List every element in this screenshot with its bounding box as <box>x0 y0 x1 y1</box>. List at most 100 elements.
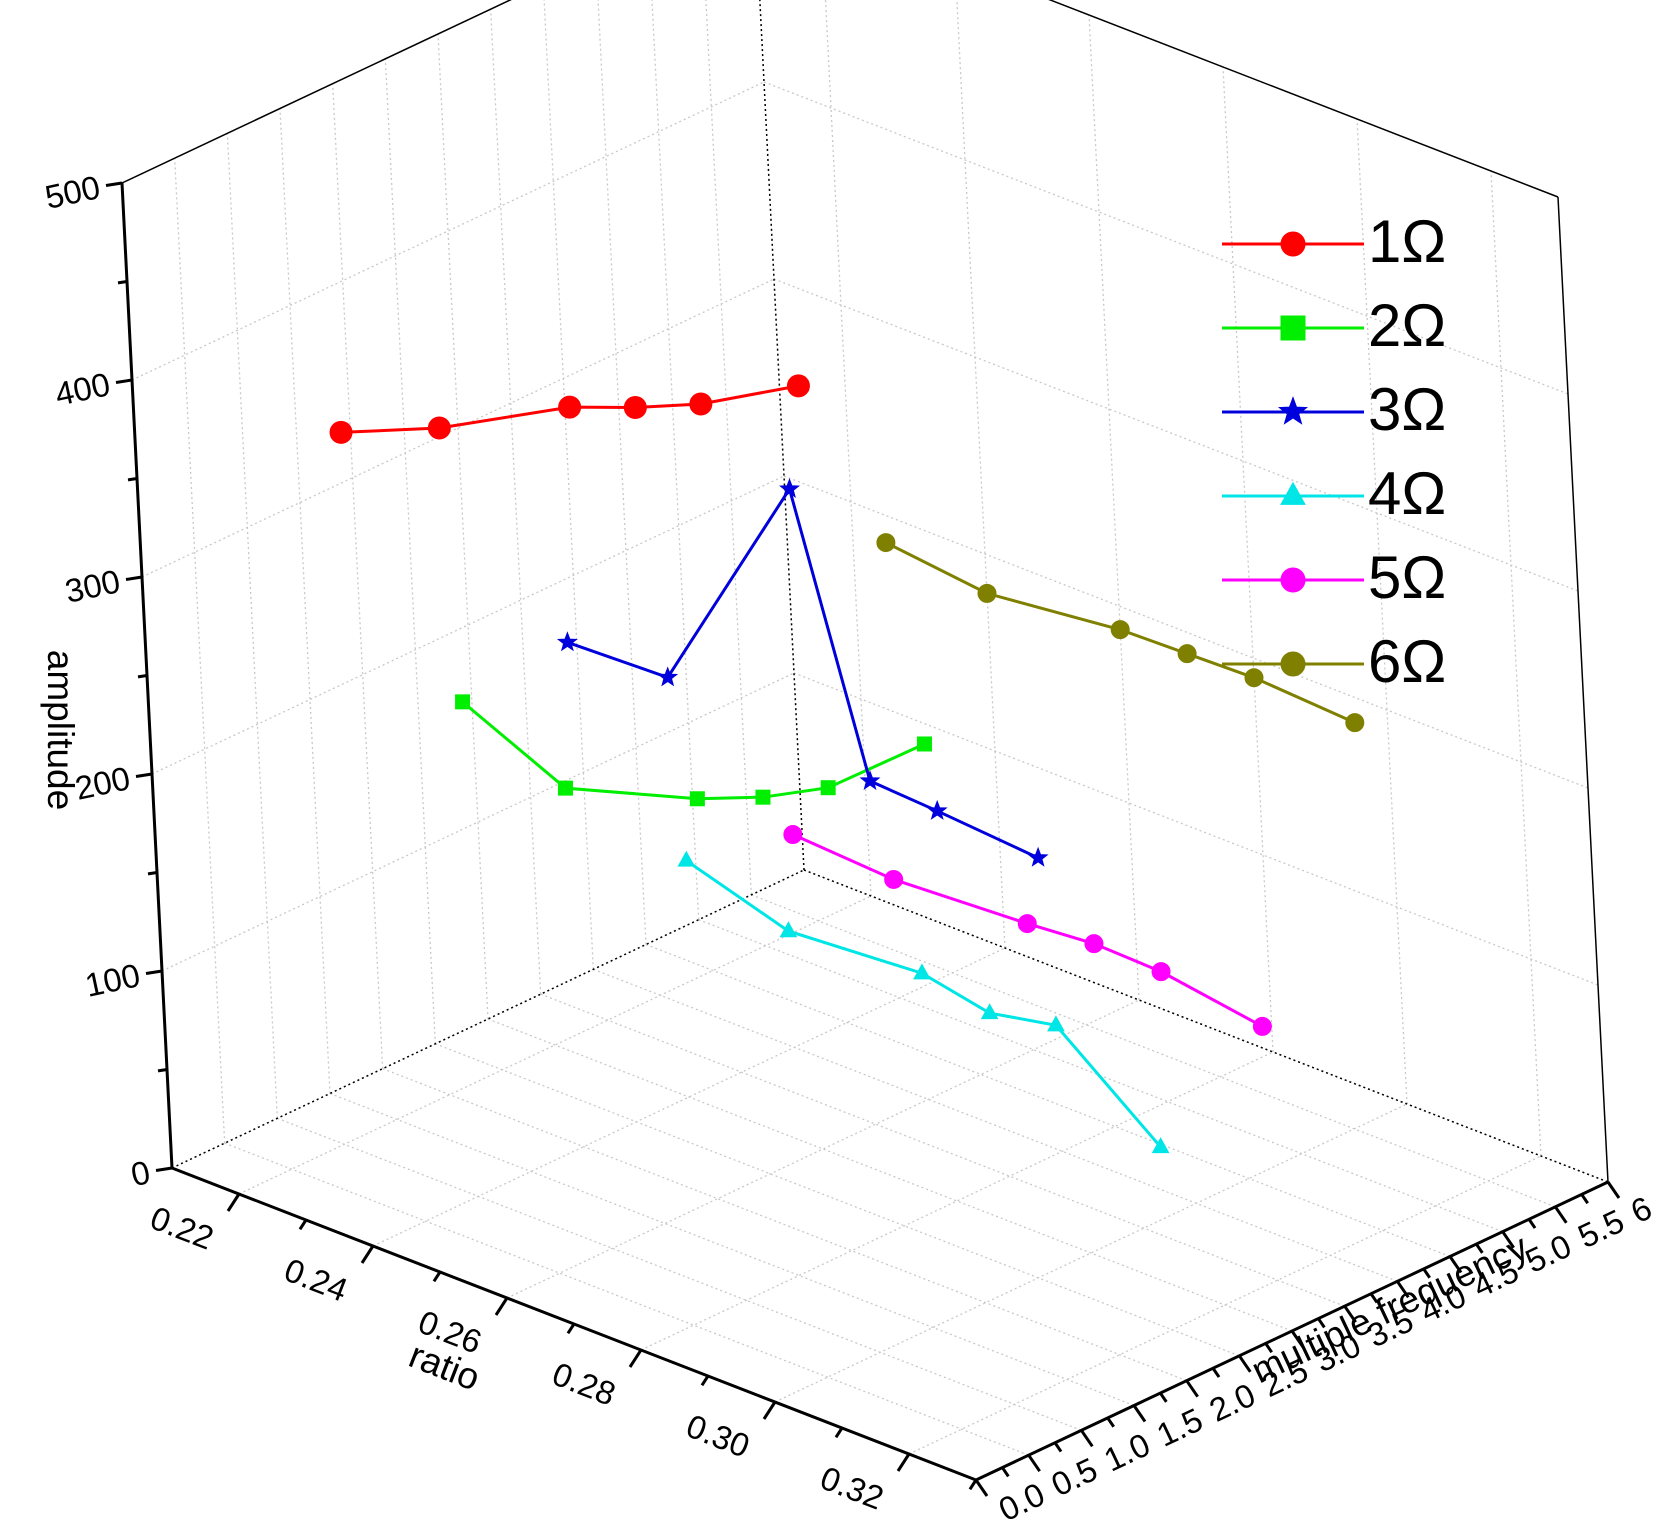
y-tick <box>974 1479 989 1497</box>
data-point <box>557 780 573 796</box>
grid-line <box>824 0 872 897</box>
z-tick <box>105 181 123 187</box>
data-point <box>689 392 713 416</box>
x-tick <box>834 1427 844 1439</box>
legend-marker <box>1280 651 1306 677</box>
y-tick <box>1238 1354 1252 1373</box>
grid-line <box>1048 0 1559 198</box>
data-point <box>558 395 582 419</box>
z-axis-title: amplitude <box>40 650 81 810</box>
grid-line <box>640 1051 1274 1351</box>
series-line <box>566 485 1039 860</box>
series-line <box>685 859 1162 1148</box>
data-point <box>1244 668 1264 688</box>
data-point <box>1151 1137 1170 1154</box>
data-point <box>1345 713 1365 733</box>
data-point <box>755 789 771 805</box>
series-2 <box>455 694 932 807</box>
legend-item: 4Ω <box>1222 460 1446 527</box>
grid-line <box>131 81 765 381</box>
grid-line <box>1088 14 1140 1001</box>
y-tick-label: 0.5 <box>1046 1450 1103 1503</box>
grid-line <box>783 475 1589 789</box>
data-point <box>820 780 836 796</box>
grid-line <box>645 943 1451 1258</box>
frame-edge <box>759 0 805 871</box>
z-tick <box>145 969 163 975</box>
frame-edge <box>803 869 1609 1183</box>
grid-line <box>226 133 278 1119</box>
x-tick <box>432 1271 442 1283</box>
data-point <box>1027 846 1049 867</box>
z-tick <box>137 674 148 679</box>
x-tick <box>566 1323 576 1335</box>
data-point <box>1084 934 1104 954</box>
grid-line <box>751 894 1556 1208</box>
y-tick <box>1080 1429 1094 1448</box>
series-1 <box>329 374 810 444</box>
grid-line <box>540 993 1345 1307</box>
tick-labels: 01002003004005000.220.240.260.280.300.32… <box>42 168 1653 1528</box>
legend-marker <box>1280 231 1306 257</box>
y-tick <box>1106 1417 1115 1428</box>
y-axis-title: multiple frequency <box>1245 1226 1535 1391</box>
grid-line <box>487 1018 1293 1332</box>
z-tick-label: 0 <box>128 1153 154 1193</box>
legend-item: 1Ω <box>1222 208 1446 275</box>
legend-label: 6Ω <box>1368 628 1446 695</box>
y-tick <box>1185 1379 1199 1398</box>
y-tick <box>1317 1317 1326 1329</box>
x-tick <box>360 1245 375 1264</box>
y-tick-label: 0.0 <box>993 1475 1050 1528</box>
series-3 <box>556 477 1049 867</box>
frame-edge <box>171 869 805 1169</box>
data-point <box>977 583 997 603</box>
y-tick <box>1211 1367 1221 1378</box>
y-tick <box>1053 1441 1063 1453</box>
grid-line <box>506 999 1140 1299</box>
data-point <box>1017 914 1037 934</box>
z-tick <box>117 280 128 285</box>
x-tick-label: 0.32 <box>815 1459 888 1517</box>
legend-marker <box>1277 396 1309 425</box>
legend: 1Ω 2Ω 3Ω 4Ω 5Ω 6Ω <box>1222 208 1446 695</box>
grid-line <box>597 0 647 945</box>
frame-edge <box>1048 0 1559 198</box>
grid-line <box>759 0 805 871</box>
x-tick-label: 0.30 <box>681 1407 754 1465</box>
x-tick <box>298 1219 308 1231</box>
grid-line <box>651 0 700 920</box>
y-tick-label: 2.0 <box>1204 1376 1261 1429</box>
series-line <box>885 541 1356 724</box>
grid-line <box>384 58 436 1044</box>
grid-line <box>490 9 542 995</box>
grid-line <box>705 0 752 895</box>
y-tick <box>1027 1454 1041 1473</box>
legend-label: 3Ω <box>1368 376 1446 443</box>
z-tick <box>147 871 158 876</box>
grid-line <box>151 475 785 775</box>
y-tick <box>1343 1305 1357 1324</box>
data-point <box>623 396 647 420</box>
z-tick <box>157 1068 168 1073</box>
grid-line <box>435 1043 1240 1357</box>
legend-marker <box>1280 315 1306 341</box>
z-tick <box>135 772 153 778</box>
z-tick <box>115 378 133 384</box>
data-point <box>884 869 904 889</box>
axes <box>105 181 1621 1497</box>
y-tick <box>1501 1230 1515 1249</box>
x-tick <box>896 1453 911 1472</box>
y-tick <box>1369 1292 1379 1304</box>
y-tick <box>1264 1342 1273 1354</box>
data-point <box>1047 1015 1065 1032</box>
z-tick <box>155 1166 173 1172</box>
legend-marker <box>1280 567 1306 593</box>
series-group <box>329 374 1365 1154</box>
grid-line <box>593 968 1398 1282</box>
y-tick <box>1554 1205 1568 1224</box>
grid-line <box>161 672 795 972</box>
data-point <box>779 921 798 938</box>
y-tick <box>1159 1392 1168 1403</box>
